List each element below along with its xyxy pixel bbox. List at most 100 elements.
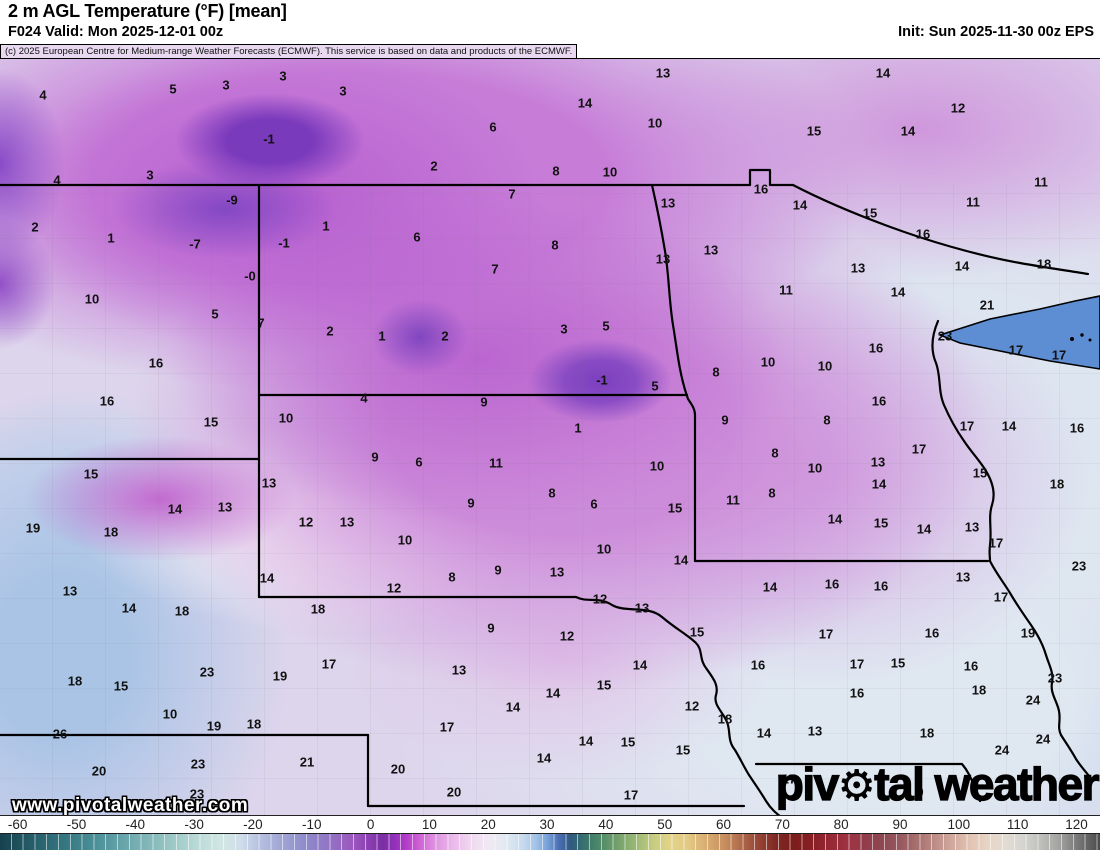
temperature-value: 21 <box>299 754 315 770</box>
temperature-value: 3 <box>222 77 230 93</box>
temperature-value: 26 <box>52 726 68 742</box>
temperature-value: 3 <box>279 68 287 84</box>
temperature-value: 3 <box>560 321 568 337</box>
temperature-value: 14 <box>536 750 552 766</box>
temperature-value: 17 <box>439 719 455 735</box>
temperature-value: 14 <box>673 552 689 568</box>
temperature-value: 17 <box>1051 347 1067 363</box>
colorbar-tick-label: 0 <box>366 817 375 832</box>
temperature-value: 13 <box>261 475 277 491</box>
temperature-value: 20 <box>446 784 462 800</box>
temperature-map: 4 5 3 3 3 -1 6 14 13 10 14 12 15 14 4 3 2 8 10 16 11 -9 2 1 -7 1-… <box>0 58 1100 816</box>
temperature-value: -9 <box>226 192 238 208</box>
temperature-value: 20 <box>390 761 406 777</box>
temperature-value: 8 <box>768 485 776 501</box>
temperature-value: 23 <box>1047 670 1063 686</box>
temperature-value: 13 <box>451 662 467 678</box>
temperature-value: 4 <box>53 172 61 188</box>
temperature-value: 6 <box>415 454 423 470</box>
temperature-value: 12 <box>950 100 966 116</box>
temperature-value: 8 <box>771 445 779 461</box>
temperature-value: 14 <box>577 95 593 111</box>
temperature-value: 9 <box>487 620 495 636</box>
temperature-value: 10 <box>84 291 100 307</box>
temperature-value: 10 <box>647 115 663 131</box>
temperature-value: 1 <box>107 230 115 246</box>
temperature-value: 10 <box>596 541 612 557</box>
temperature-value: 12 <box>592 591 608 607</box>
state-border-sd-ne-missouri-river <box>257 595 781 815</box>
temperature-value: 13 <box>549 564 565 580</box>
colorbar-tick-label: -20 <box>243 817 263 832</box>
temperature-value: 18 <box>1036 256 1052 272</box>
temperature-value: 14 <box>827 511 843 527</box>
temperature-value: 3 <box>146 167 154 183</box>
temperature-value: 14 <box>259 570 275 586</box>
temperature-value: 3 <box>339 83 347 99</box>
temperature-value: 15 <box>806 123 822 139</box>
temperature-value: 13 <box>62 583 78 599</box>
temperature-value: 13 <box>634 600 650 616</box>
temperature-value: 18 <box>1049 476 1065 492</box>
temperature-value: 14 <box>875 65 891 81</box>
temperature-value: 6 <box>413 229 421 245</box>
temperature-value: 11 <box>966 194 980 210</box>
temperature-value: 15 <box>862 205 878 221</box>
temperature-value: 14 <box>792 197 808 213</box>
temperature-value: 8 <box>823 412 831 428</box>
temperature-value: 12 <box>559 628 575 644</box>
temperature-value: 23 <box>190 756 206 772</box>
temperature-value: 11 <box>779 282 793 298</box>
temperature-value: 13 <box>655 65 671 81</box>
temperature-value: 11 <box>726 492 740 508</box>
temperature-value: 1 <box>574 420 582 436</box>
temperature-value: 13 <box>703 242 719 258</box>
temperature-value: 15 <box>873 515 889 531</box>
colorbar-tick-label: 70 <box>774 817 790 832</box>
temperature-value: 2 <box>441 328 449 344</box>
temperature-value: 8 <box>551 237 559 253</box>
temperature-value: 7 <box>491 261 499 277</box>
temperature-value: 10 <box>602 164 618 180</box>
temperature-value: 15 <box>890 655 906 671</box>
logo-text: piv <box>775 757 840 810</box>
temperature-value: 16 <box>871 393 887 409</box>
temperature-value: 13 <box>964 519 980 535</box>
temperature-value: 15 <box>972 465 988 481</box>
temperature-value: 13 <box>955 569 971 585</box>
temperature-value: 10 <box>760 354 776 370</box>
temperature-value: 17 <box>623 787 639 803</box>
temperature-value: 18 <box>919 725 935 741</box>
temperature-value: 15 <box>203 414 219 430</box>
temperature-value: 9 <box>916 784 924 800</box>
temperature-value: 7 <box>257 315 265 331</box>
colorbar-tick-label: 60 <box>716 817 732 832</box>
temperature-value: 6 <box>590 496 598 512</box>
temperature-value: 10 <box>817 358 833 374</box>
temperature-value: 9 <box>721 412 729 428</box>
colorbar-tick-label: 100 <box>947 817 971 832</box>
temperature-value: 19 <box>25 520 41 536</box>
state-border-mn-west-red-river <box>650 183 697 563</box>
temperature-value: 12 <box>298 514 314 530</box>
temperature-value: 18 <box>246 716 262 732</box>
temperature-value: 10 <box>807 460 823 476</box>
colorbar-tick-label: 120 <box>1065 817 1088 832</box>
temperature-value: 16 <box>915 226 931 242</box>
temperature-value: 13 <box>217 499 233 515</box>
temperature-value: 9 <box>371 449 379 465</box>
temperature-value: 18 <box>971 682 987 698</box>
temperature-value: 19 <box>206 718 222 734</box>
temperature-value: 18 <box>717 711 733 727</box>
temperature-value: 19 <box>1020 625 1036 641</box>
temperature-value: 14 <box>505 699 521 715</box>
state-border-canada-us <box>0 168 1090 276</box>
temperature-value: 14 <box>756 725 772 741</box>
temperature-value: 9 <box>467 495 475 511</box>
temperature-value: 7 <box>508 186 516 202</box>
temperature-value: 16 <box>753 181 769 197</box>
apostle-islands-icon <box>1070 337 1074 341</box>
temperature-value: 17 <box>959 418 975 434</box>
temperature-value: 5 <box>651 378 659 394</box>
temperature-value: 14 <box>545 685 561 701</box>
